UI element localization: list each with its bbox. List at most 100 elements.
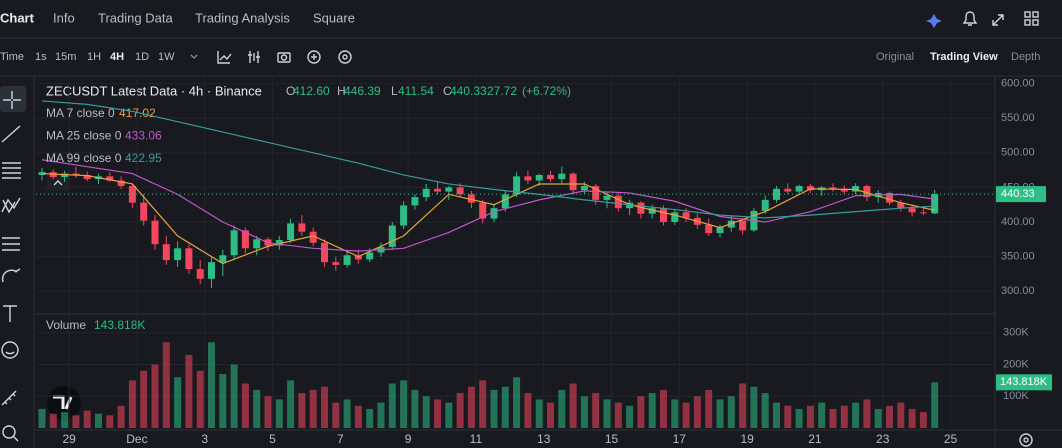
candle-body — [886, 192, 893, 203]
volume-bar — [185, 354, 193, 428]
candle-body — [321, 242, 328, 263]
volume-bar — [626, 405, 634, 428]
candle-body — [761, 199, 769, 211]
volume-bar — [366, 408, 374, 428]
ma-value: 417.02 — [119, 106, 156, 120]
interval[interactable]: 4H — [110, 51, 124, 63]
layout-icon[interactable] — [1024, 11, 1039, 26]
nav-tab[interactable]: Trading Data — [98, 10, 173, 25]
volume-bar — [773, 402, 780, 428]
candle-body — [705, 224, 713, 234]
candle-body — [354, 255, 362, 260]
ma-name: MA 99 close 0 — [46, 151, 122, 165]
volume-bar — [72, 415, 80, 428]
change-pct: (+6.72%) — [522, 84, 571, 98]
nav-tab[interactable]: Info — [53, 10, 75, 25]
volume-bar — [140, 370, 148, 428]
view-tab[interactable]: Depth — [1011, 51, 1040, 63]
volume-bar — [806, 405, 814, 428]
candle-body — [343, 255, 351, 265]
candle-body — [603, 195, 611, 200]
volume-bar — [874, 408, 882, 428]
view-tab[interactable]: Original — [876, 51, 914, 63]
volume-bar — [309, 389, 317, 428]
candle-body — [490, 208, 498, 219]
volume-bar — [479, 380, 487, 428]
volume-bar — [400, 380, 408, 428]
nav-tab[interactable]: Trading Analysis — [195, 10, 290, 25]
ma-line — [41, 100, 935, 219]
candle-body — [61, 173, 69, 178]
last-volume-label: 143.818K — [1000, 376, 1048, 388]
volume-tick-label: 200K — [1003, 358, 1029, 370]
candle-body — [535, 174, 543, 181]
candle-body — [513, 176, 521, 195]
volume-bar — [241, 383, 249, 428]
candle-body — [185, 248, 193, 270]
volume-bar — [434, 399, 441, 428]
collapse-button[interactable] — [47, 175, 69, 191]
view-tab[interactable]: Trading View — [930, 51, 998, 63]
ohlc-value: 411.54 — [398, 84, 434, 98]
candle-body — [908, 208, 916, 213]
settings-icon[interactable] — [1019, 433, 1033, 447]
interval[interactable]: 1s — [35, 51, 47, 63]
volume-bar — [648, 393, 656, 428]
volume-bar — [614, 402, 622, 428]
interval[interactable]: 1H — [87, 51, 101, 63]
date-tick-label: 7 — [337, 432, 344, 446]
expand-icon[interactable] — [992, 14, 1004, 26]
date-tick-label: 29 — [62, 432, 76, 446]
candle-body — [151, 220, 159, 245]
ohlc-key: H — [337, 84, 346, 98]
candle-body — [422, 188, 430, 198]
candle-body — [332, 262, 340, 265]
last-price-tag — [996, 186, 1046, 203]
volume-bar — [151, 364, 159, 428]
volume-bar — [411, 389, 419, 428]
candle-body — [524, 176, 532, 181]
volume-bar — [852, 402, 860, 428]
bell-icon[interactable] — [962, 11, 978, 26]
volume-bar — [671, 399, 679, 428]
candle-body — [456, 187, 464, 195]
volume-bar — [739, 383, 747, 428]
interval[interactable]: Time — [0, 51, 24, 63]
candle-body — [298, 223, 306, 232]
interval[interactable]: 1D — [135, 51, 149, 63]
volume-bar — [863, 399, 871, 428]
ai-icon[interactable] — [926, 14, 942, 28]
volume-bar — [931, 382, 939, 428]
nav-tab[interactable]: Square — [313, 10, 355, 25]
chart-title: ZECUSDT Latest Data · 4h · Binance — [46, 83, 262, 98]
volume-bar — [558, 389, 566, 428]
candle-body — [479, 202, 487, 219]
volume-bar — [467, 386, 475, 428]
interval[interactable]: 15m — [55, 51, 76, 63]
candle-body — [626, 202, 634, 209]
volume-bar — [580, 396, 588, 428]
candle-body — [467, 194, 475, 203]
candle-body — [784, 188, 792, 192]
nav-tab[interactable]: Chart — [0, 10, 35, 25]
candle-body — [275, 240, 283, 246]
price-tick-label: 400.00 — [1001, 216, 1035, 228]
toolbar-icons[interactable] — [190, 50, 352, 64]
volume-bar — [264, 396, 272, 428]
price-tick-label: 550.00 — [1001, 112, 1035, 124]
candle-body — [840, 188, 848, 192]
ohlc-key: L — [391, 84, 398, 98]
interval[interactable]: 1W — [158, 51, 175, 63]
volume-bar — [208, 342, 215, 428]
sidebar-tools[interactable] — [0, 86, 26, 442]
volume-bar — [727, 396, 735, 428]
candle-body — [829, 187, 837, 189]
volume-bar — [388, 383, 396, 428]
candle-body — [230, 230, 238, 256]
volume-bar — [162, 342, 170, 428]
tradingview-logo — [47, 386, 81, 420]
volume-bar — [332, 402, 340, 428]
volume-bar — [886, 405, 893, 428]
